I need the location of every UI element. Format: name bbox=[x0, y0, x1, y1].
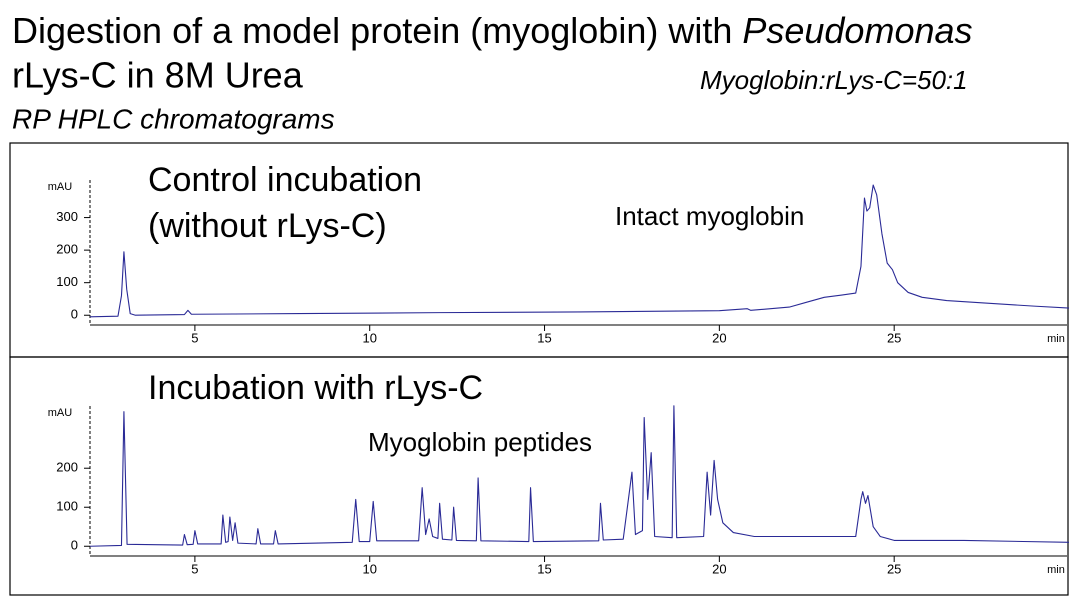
y-tick-label: 200 bbox=[56, 460, 78, 475]
ratio: Myoglobin:rLys-C=50:1 bbox=[700, 65, 968, 95]
title-line2: rLys-C in 8M Urea bbox=[12, 55, 304, 96]
x-tick-label: 5 bbox=[191, 330, 198, 345]
chromatogram-line bbox=[89, 184, 1070, 318]
title: Digestion of a model protein (myoglobin)… bbox=[12, 10, 973, 51]
x-tick-label: 20 bbox=[712, 561, 726, 576]
annotation: Intact myoglobin bbox=[615, 201, 804, 231]
annotation: Myoglobin peptides bbox=[368, 427, 592, 457]
y-tick-label: 0 bbox=[71, 307, 78, 322]
x-tick-label: 5 bbox=[191, 561, 198, 576]
annotation: Control incubation bbox=[148, 161, 422, 199]
y-tick-label: 100 bbox=[56, 499, 78, 514]
panel-frame bbox=[9, 356, 1069, 596]
x-axis-label: min bbox=[1047, 333, 1065, 345]
annotation: Incubation with rLys-C bbox=[148, 369, 483, 407]
y-tick-label: 200 bbox=[56, 242, 78, 257]
y-tick-label: 100 bbox=[56, 274, 78, 289]
subtitle: RP HPLC chromatograms bbox=[12, 103, 335, 134]
y-axis-label: mAU bbox=[48, 407, 73, 419]
x-tick-label: 20 bbox=[712, 330, 726, 345]
x-tick-label: 10 bbox=[362, 561, 376, 576]
x-tick-label: 25 bbox=[887, 330, 901, 345]
x-tick-label: 10 bbox=[362, 330, 376, 345]
title-text: Digestion of a model protein (myoglobin)… bbox=[12, 10, 732, 51]
chromatogram-line bbox=[89, 405, 1070, 547]
x-tick-label: 15 bbox=[537, 561, 551, 576]
x-tick-label: 15 bbox=[537, 330, 551, 345]
y-axis-label: mAU bbox=[48, 181, 73, 193]
y-tick-label: 300 bbox=[56, 209, 78, 224]
x-tick-label: 25 bbox=[887, 561, 901, 576]
title-italic: Pseudomonas bbox=[742, 10, 972, 51]
x-axis-label: min bbox=[1047, 564, 1065, 576]
annotation: (without rLys-C) bbox=[148, 207, 387, 245]
y-tick-label: 0 bbox=[71, 538, 78, 553]
